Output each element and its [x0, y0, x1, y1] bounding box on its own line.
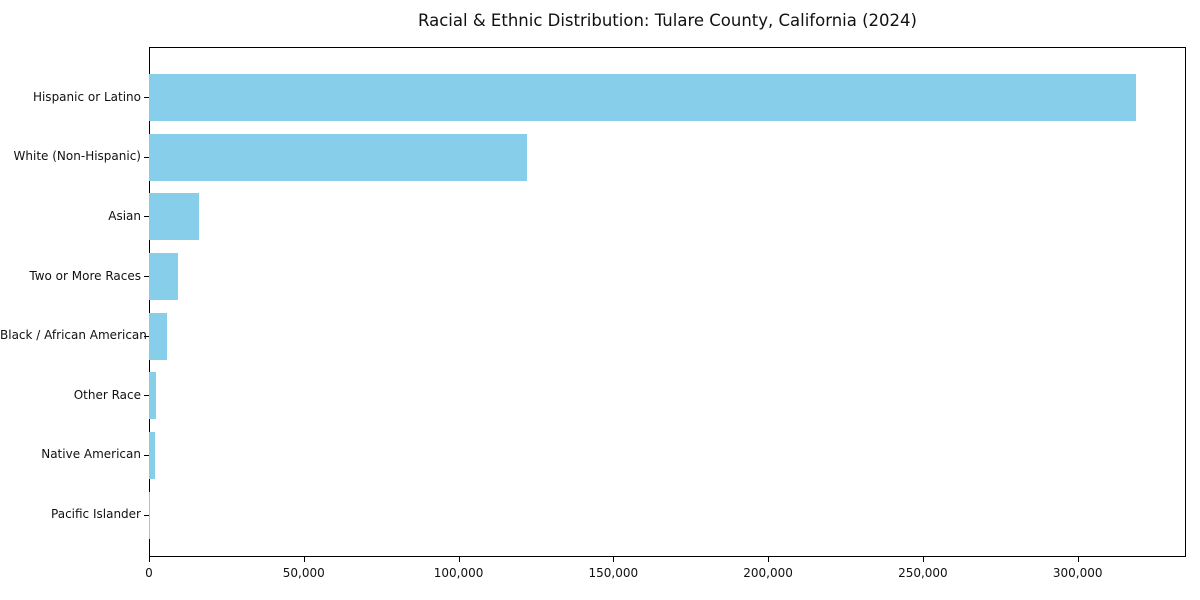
- bar-hispanic-or-latino: [149, 74, 1137, 122]
- y-axis-tick: [144, 216, 149, 218]
- x-axis-tick: [458, 557, 460, 562]
- y-axis-tick: [144, 454, 149, 456]
- x-axis-tick: [149, 557, 150, 562]
- y-axis-tick: [144, 335, 149, 337]
- x-axis-tick: [922, 557, 924, 562]
- bar-other-race: [149, 372, 157, 420]
- y-axis-tick: [144, 156, 149, 158]
- x-axis-tick: [303, 557, 305, 562]
- bar-white-non-hispanic: [149, 133, 527, 181]
- y-axis-tick: [144, 514, 149, 516]
- y-tick-label: Hispanic or Latino: [32, 89, 141, 104]
- y-tick-label: Asian: [108, 208, 141, 223]
- x-tick-label: 100,000: [433, 566, 484, 580]
- x-axis-tick: [613, 557, 615, 562]
- x-tick-label: 150,000: [588, 566, 639, 580]
- bar-black-african-american: [149, 312, 168, 360]
- y-axis-tick: [144, 395, 149, 397]
- bar-asian: [149, 193, 200, 241]
- y-tick-label: Pacific Islander: [51, 507, 141, 522]
- x-tick-label: 300,000: [1052, 566, 1103, 580]
- bar-native-american: [149, 431, 156, 479]
- x-tick-label: 200,000: [743, 566, 793, 580]
- y-axis-tick: [144, 276, 149, 278]
- chart-title: Racial & Ethnic Distribution: Tulare Cou…: [418, 11, 917, 30]
- y-tick-label: Native American: [41, 447, 141, 462]
- bar-pacific-islander: [149, 491, 151, 539]
- x-tick-label: 250,000: [898, 566, 948, 580]
- x-tick-label: 0: [145, 566, 153, 580]
- x-axis-tick: [768, 557, 770, 562]
- y-axis-tick: [144, 97, 149, 99]
- x-tick-label: 50,000: [282, 566, 325, 580]
- x-axis-tick: [1077, 557, 1079, 562]
- y-tick-label: Black / African American: [0, 328, 147, 343]
- y-tick-label: Other Race: [73, 387, 141, 402]
- bar-two-or-more-races: [149, 253, 179, 301]
- plot-area: [149, 47, 1186, 557]
- y-tick-label: Two or More Races: [29, 268, 141, 283]
- y-tick-label: White (Non-Hispanic): [13, 149, 141, 164]
